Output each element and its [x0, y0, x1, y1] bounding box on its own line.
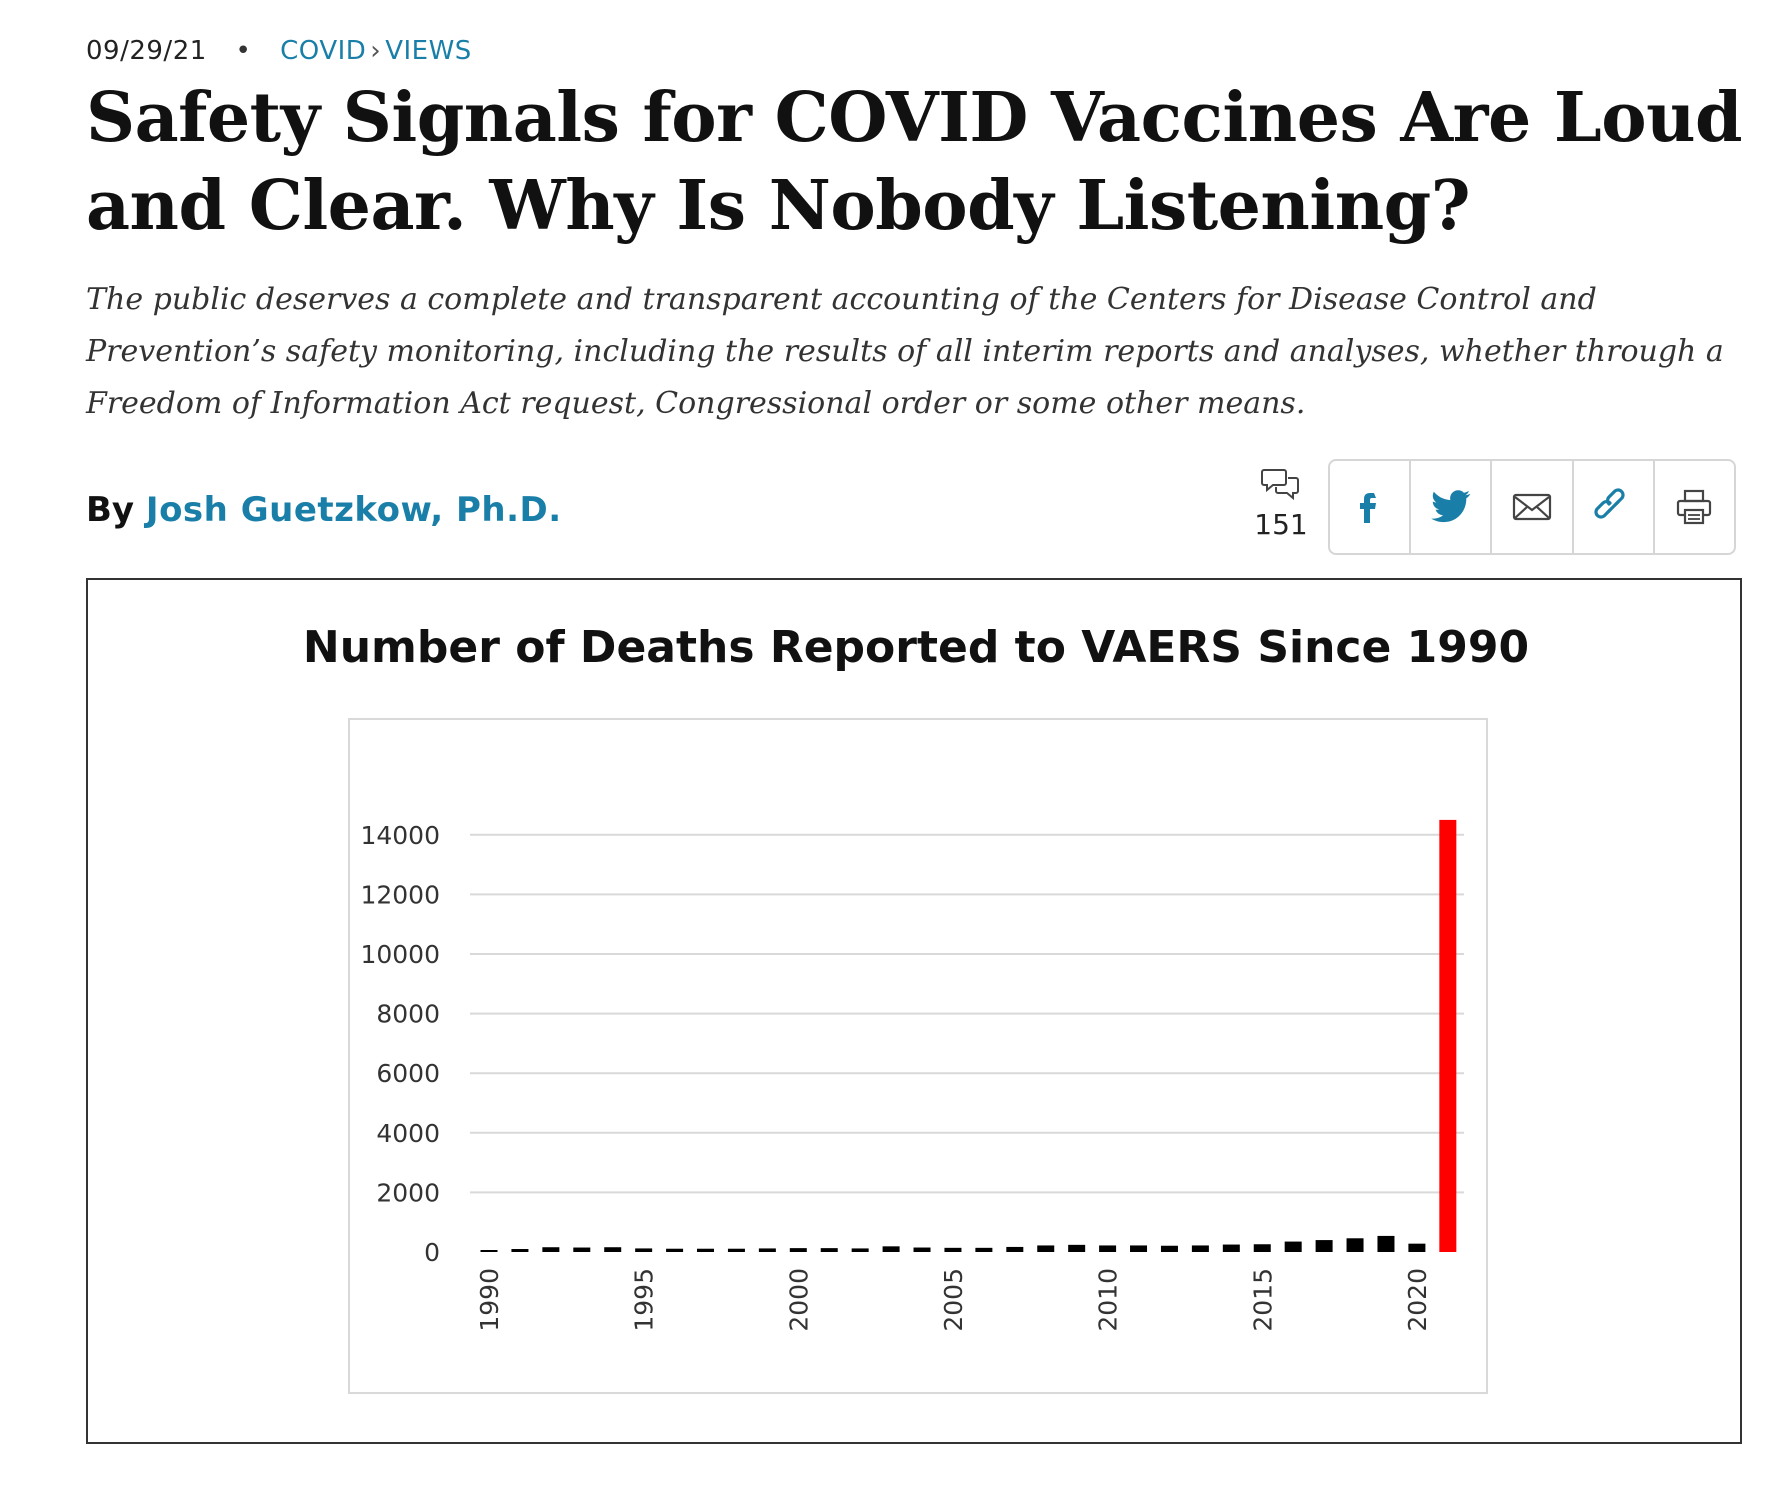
facebook-share-button[interactable] — [1330, 461, 1412, 553]
twitter-share-button[interactable] — [1411, 461, 1493, 553]
print-button[interactable] — [1655, 461, 1734, 553]
bar-2006 — [975, 1247, 993, 1252]
bar-2005 — [944, 1247, 962, 1252]
article-dek: The public deserves a complete and trans… — [86, 282, 1724, 421]
breadcrumb-chevron-icon: › — [370, 36, 382, 66]
bar-2012 — [1160, 1245, 1178, 1252]
byline: By Josh Guetzkow, Ph.D. — [86, 490, 562, 530]
email-share-button[interactable] — [1492, 461, 1574, 553]
bar-1997 — [697, 1248, 715, 1252]
bar-2004 — [913, 1247, 931, 1252]
y-tick-label: 8000 — [376, 1000, 440, 1029]
bar-1996 — [666, 1248, 684, 1252]
bar-2016 — [1284, 1241, 1302, 1252]
author-link[interactable]: Josh Guetzkow, Ph.D. — [145, 490, 562, 530]
bar-2015 — [1253, 1244, 1271, 1252]
y-tick-label: 10000 — [360, 940, 440, 969]
bar-2014 — [1222, 1244, 1240, 1252]
link-icon — [1594, 488, 1625, 519]
bar-2008 — [1037, 1245, 1055, 1252]
bar-1992 — [542, 1247, 560, 1252]
twitter-icon — [1430, 490, 1471, 523]
bar-2000 — [789, 1248, 807, 1252]
bar-2011 — [1130, 1245, 1148, 1252]
x-tick-label: 2020 — [1403, 1268, 1432, 1332]
bar-2021 — [1439, 819, 1457, 1252]
bar-2002 — [851, 1248, 869, 1252]
chart-title: Number of Deaths Reported to VAERS Since… — [302, 622, 1530, 673]
bar-2009 — [1068, 1244, 1086, 1252]
bar-2013 — [1191, 1245, 1209, 1252]
x-tick-label: 2015 — [1248, 1268, 1277, 1332]
bar-1994 — [604, 1247, 622, 1252]
headline: Safety Signals for COVID Vaccines Are Lo… — [86, 78, 1743, 246]
x-tick-label: 1995 — [630, 1268, 659, 1332]
bar-2003 — [882, 1246, 900, 1252]
bar-2010 — [1099, 1245, 1117, 1252]
bar-1995 — [635, 1248, 653, 1252]
share-toolbar — [1328, 459, 1736, 555]
comments-button[interactable]: 151 — [1246, 466, 1316, 541]
bar-chart: 0 2000 4000 6000 8000 10000 12000 14000 1990 1995… — [360, 819, 1464, 1332]
copy-link-button[interactable] — [1574, 461, 1655, 553]
bar-2019 — [1377, 1235, 1395, 1252]
x-tick-label: 2000 — [784, 1268, 813, 1332]
y-tick-label: 14000 — [360, 821, 440, 850]
y-tick-label: 12000 — [360, 880, 440, 909]
x-tick-label: 2010 — [1094, 1268, 1123, 1332]
print-icon — [1677, 489, 1712, 525]
x-tick-label: 1990 — [475, 1268, 504, 1332]
y-tick-label: 4000 — [376, 1119, 440, 1148]
x-tick-label: 2005 — [939, 1268, 968, 1332]
bar-2007 — [1006, 1246, 1024, 1252]
bar-2001 — [820, 1248, 838, 1252]
bar-2020 — [1408, 1243, 1426, 1252]
article-meta: 09/29/21 • COVID › VIEWS — [86, 36, 472, 66]
y-tick-label: 2000 — [376, 1178, 440, 1207]
comments-icon — [1261, 469, 1299, 501]
bar-1990 — [480, 1250, 498, 1252]
meta-separator: • — [235, 36, 252, 66]
facebook-icon — [1359, 493, 1376, 523]
email-icon — [1512, 493, 1552, 521]
bar-2017 — [1315, 1240, 1333, 1252]
bar-1999 — [758, 1248, 776, 1252]
y-tick-label: 0 — [424, 1238, 440, 1267]
chart-figure: Number of Deaths Reported to VAERS Since… — [86, 578, 1742, 1444]
subsection-link[interactable]: VIEWS — [385, 36, 472, 66]
bar-2018 — [1346, 1238, 1364, 1252]
y-tick-label: 6000 — [376, 1059, 440, 1088]
chart-plot-frame: 0 2000 4000 6000 8000 10000 12000 14000 1990 1995… — [348, 718, 1488, 1394]
byline-prefix: By — [86, 490, 135, 530]
comments-count: 151 — [1254, 508, 1308, 541]
bar-1991 — [511, 1249, 529, 1252]
publish-date: 09/29/21 — [86, 36, 207, 66]
bar-1998 — [727, 1248, 745, 1252]
bar-1993 — [573, 1247, 591, 1252]
section-link[interactable]: COVID — [280, 36, 367, 66]
